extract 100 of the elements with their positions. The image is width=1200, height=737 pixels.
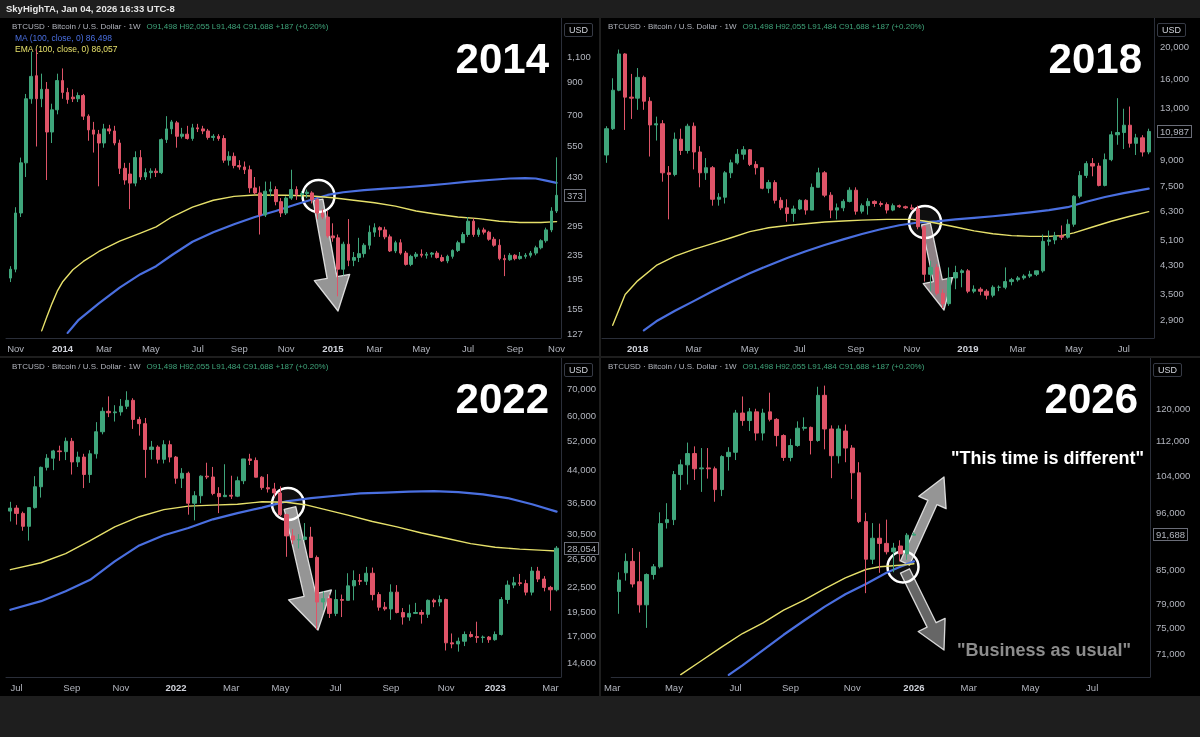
y-tick-label: 430 xyxy=(567,171,583,183)
candlestick xyxy=(822,385,827,450)
x-tick-label: Sep xyxy=(847,342,865,354)
candlestick xyxy=(487,635,491,644)
candlestick xyxy=(159,138,163,175)
candlestick xyxy=(802,416,807,432)
candlestick xyxy=(1028,270,1032,279)
candlestick xyxy=(82,453,86,489)
x-tick-label: Nov xyxy=(903,342,921,354)
y-tick-label: 4,300 xyxy=(1160,258,1184,270)
x-tick-label: May xyxy=(271,681,290,693)
candlestick xyxy=(843,424,848,463)
line-series xyxy=(9,490,558,611)
x-tick-label: Mar xyxy=(95,342,113,354)
candlestick xyxy=(524,579,528,596)
candlestick xyxy=(1053,231,1057,245)
candlestick xyxy=(1122,108,1126,150)
x-tick-label: Jul xyxy=(793,342,806,354)
candlestick xyxy=(928,260,933,292)
candlestick xyxy=(341,241,345,276)
x-tick-label: Jul xyxy=(1086,681,1099,693)
candlestick xyxy=(133,150,137,187)
y-tick-label: 19,500 xyxy=(566,606,597,618)
y-tick-label: 26,500 xyxy=(566,552,597,564)
line-series xyxy=(66,177,558,334)
candlestick xyxy=(857,461,861,524)
candlestick xyxy=(57,445,62,462)
candlestick xyxy=(223,463,227,498)
candlestick xyxy=(768,392,772,422)
candlestick xyxy=(260,475,264,491)
candlestick xyxy=(754,160,758,176)
x-tick-label: Jul xyxy=(191,342,204,354)
y-tick-label: 60,000 xyxy=(566,410,597,422)
candlestick xyxy=(635,67,640,111)
candlestick xyxy=(630,547,635,588)
y-tick-label: 3,500 xyxy=(1160,287,1184,299)
candlestick xyxy=(822,170,827,198)
candlestick xyxy=(841,198,845,212)
x-tick-label: 2022 xyxy=(165,681,187,693)
candlestick xyxy=(227,150,231,167)
candlestick xyxy=(94,421,98,460)
candlestick xyxy=(866,197,870,216)
candlestick xyxy=(644,572,649,629)
x-tick-label: May xyxy=(1064,342,1084,354)
candlestick xyxy=(498,238,501,261)
candlestick xyxy=(735,148,739,165)
candlestick xyxy=(905,532,909,561)
candlestick xyxy=(358,573,362,586)
text: SkyHighTA, Jan 04, 2026 16:33 UTC-8 xyxy=(6,3,175,14)
y-tick-label: 16,000 xyxy=(1160,72,1190,84)
y-tick-label: 7,500 xyxy=(1160,179,1184,191)
y-tick-label: 195 xyxy=(567,273,583,285)
x-tick-label: Mar xyxy=(603,681,621,693)
candlestick xyxy=(92,121,95,154)
y-tick-label: 36,500 xyxy=(566,496,597,508)
candlestick xyxy=(611,77,615,131)
candlestick xyxy=(404,250,408,267)
y-tick-label: 6,300 xyxy=(1160,204,1184,216)
candlestick xyxy=(100,406,105,435)
annotation: 2022 xyxy=(455,375,549,422)
x-tick-label: Mar xyxy=(223,681,240,693)
candlestick xyxy=(162,439,166,464)
candlestick xyxy=(33,475,37,510)
candlestick xyxy=(303,522,307,542)
candlestick xyxy=(1072,194,1076,228)
candlestick xyxy=(685,442,690,486)
candlestick xyxy=(710,165,715,207)
candlestick xyxy=(785,198,789,223)
candlestick xyxy=(196,123,199,133)
candlestick xyxy=(174,455,178,485)
candlestick xyxy=(529,250,532,258)
candlestick xyxy=(272,482,276,498)
candlestick xyxy=(1128,106,1132,149)
candlestick xyxy=(419,609,424,625)
candlestick xyxy=(321,590,325,611)
candlestick xyxy=(97,129,101,187)
candlestick xyxy=(45,81,49,181)
candlestick xyxy=(131,397,135,430)
candlestick xyxy=(309,526,313,558)
candlestick xyxy=(941,288,945,309)
candlestick xyxy=(383,601,387,612)
candlestick xyxy=(897,204,901,209)
x-tick-label: Sep xyxy=(63,681,81,693)
candlestick xyxy=(550,206,553,233)
candlestick xyxy=(493,630,497,642)
candlestick xyxy=(373,222,376,238)
candlestick xyxy=(51,449,55,471)
candlestick xyxy=(747,407,752,432)
candlestick xyxy=(723,170,727,204)
candlestick xyxy=(1090,157,1095,177)
candlestick xyxy=(368,224,371,250)
candlestick xyxy=(774,417,779,447)
y-tick-label: 104,000 xyxy=(1156,469,1191,481)
candlestick xyxy=(623,52,627,131)
candlestick xyxy=(766,179,771,194)
annotation: 2014 xyxy=(455,35,549,82)
candlestick xyxy=(1115,97,1120,146)
candlestick xyxy=(499,596,503,637)
candlestick xyxy=(61,67,64,100)
candlestick xyxy=(733,409,738,461)
